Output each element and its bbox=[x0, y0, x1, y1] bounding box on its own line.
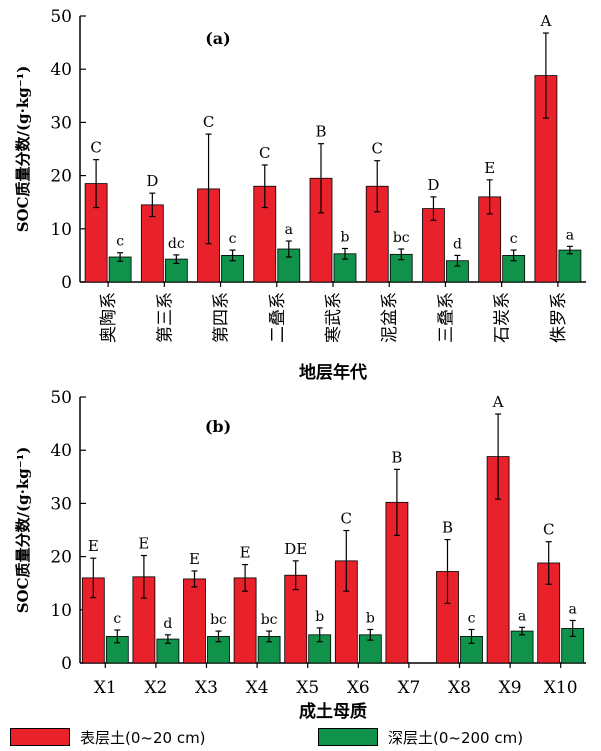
x-tick-label: 泥盆系 bbox=[380, 292, 400, 343]
x-tick-label: X10 bbox=[544, 678, 578, 698]
x-tick-label: X1 bbox=[94, 678, 117, 698]
data-label-deep: bc bbox=[210, 612, 227, 628]
data-label-deep: bc bbox=[393, 230, 410, 246]
data-label-surface: DE bbox=[284, 540, 307, 558]
data-label-deep: c bbox=[468, 610, 476, 626]
x-tick-label: X6 bbox=[347, 678, 370, 698]
x-tick-label: 寒武系 bbox=[324, 292, 344, 343]
data-label-surface: C bbox=[341, 510, 352, 528]
data-label-deep: c bbox=[113, 611, 121, 627]
data-label-surface: C bbox=[203, 113, 214, 131]
x-tick-label: 第三系 bbox=[155, 292, 175, 343]
x-tick-label: X2 bbox=[144, 678, 167, 698]
data-label-deep: b bbox=[341, 229, 350, 245]
y-tick-label: 0 bbox=[61, 273, 72, 293]
data-label-surface: E bbox=[88, 537, 99, 555]
legend-item-surface: 表层土(0~20 cm) bbox=[10, 726, 206, 748]
data-label-surface: E bbox=[138, 535, 149, 553]
legend-label-surface: 表层土(0~20 cm) bbox=[80, 728, 206, 747]
x-axis-label: 成土母质 bbox=[299, 701, 367, 722]
data-label-surface: E bbox=[484, 159, 495, 177]
data-label-surface: E bbox=[240, 544, 251, 562]
y-tick-label: 50 bbox=[50, 7, 72, 27]
x-tick-label: 侏罗系 bbox=[549, 292, 569, 343]
data-label-deep: d bbox=[453, 236, 462, 252]
data-label-surface: C bbox=[259, 144, 270, 162]
legend-swatch-surface bbox=[10, 728, 70, 746]
data-label-deep: b bbox=[315, 609, 324, 625]
chart-panel-2: 0 10 20 30 40 50 SOC质量分数/(g·kg⁻¹) (b) Ec X1 Ed X2 Eb… bbox=[14, 388, 586, 722]
data-label-deep: c bbox=[229, 231, 237, 247]
data-label-deep: c bbox=[116, 234, 124, 250]
data-label-deep: b bbox=[366, 610, 375, 626]
panel-label: (b) bbox=[205, 417, 231, 436]
data-label-surface: E bbox=[189, 550, 200, 568]
bar-deep bbox=[558, 249, 582, 283]
x-tick-label: X9 bbox=[499, 678, 522, 698]
x-tick-label: X4 bbox=[246, 678, 269, 698]
x-tick-label: X7 bbox=[397, 678, 420, 698]
legend-label-deep: 深层土(0~200 cm) bbox=[388, 728, 524, 747]
chart-panel-1: 01020304050SOC质量分数/(g·kg⁻¹)(a)Cc奥陶系Ddc第三… bbox=[14, 7, 586, 383]
y-tick-label: 50 bbox=[50, 388, 72, 408]
y-tick-label: 30 bbox=[50, 494, 72, 514]
y-tick-label: 10 bbox=[50, 220, 72, 240]
legend-item-deep: 深层土(0~200 cm) bbox=[318, 726, 523, 748]
data-label-surface: A bbox=[492, 393, 504, 411]
data-label-deep: c bbox=[510, 231, 518, 247]
data-label-surface: B bbox=[391, 448, 402, 466]
data-label-surface: B bbox=[442, 519, 453, 537]
x-tick-label: 三叠系 bbox=[436, 292, 456, 343]
y-tick-label: 20 bbox=[50, 548, 72, 568]
data-label-surface: C bbox=[371, 140, 382, 158]
legend-swatch-deep bbox=[318, 728, 378, 746]
y-tick-label: 20 bbox=[50, 167, 72, 187]
data-label-surface: B bbox=[315, 123, 326, 141]
panel-label: (a) bbox=[205, 29, 231, 48]
x-tick-label: 第四系 bbox=[212, 292, 232, 343]
data-label-deep: a bbox=[566, 227, 574, 243]
x-tick-label: X5 bbox=[296, 678, 319, 698]
data-label-deep: d bbox=[163, 616, 172, 632]
data-label-surface: D bbox=[146, 172, 158, 190]
data-label-deep: bc bbox=[261, 612, 278, 628]
data-label-deep: a bbox=[569, 601, 577, 617]
x-tick-label: X8 bbox=[448, 678, 471, 698]
data-label-surface: D bbox=[427, 176, 439, 194]
x-tick-label: 二叠系 bbox=[268, 292, 288, 343]
y-tick-label: 40 bbox=[50, 441, 72, 461]
data-label-surface: C bbox=[90, 139, 101, 157]
y-tick-label: 30 bbox=[50, 113, 72, 133]
bar-deep bbox=[510, 630, 534, 664]
data-label-deep: dc bbox=[168, 236, 185, 252]
x-tick-label: 石炭系 bbox=[493, 292, 513, 343]
legend: 表层土(0~20 cm) 深层土(0~200 cm) bbox=[0, 722, 601, 750]
data-label-surface: A bbox=[539, 12, 551, 30]
data-label-surface: C bbox=[543, 521, 554, 539]
x-axis-label: 地层年代 bbox=[299, 362, 367, 383]
y-tick-label: 10 bbox=[50, 601, 72, 621]
x-tick-label: X3 bbox=[195, 678, 218, 698]
y-tick-label: 40 bbox=[50, 60, 72, 80]
y-tick-label: 0 bbox=[61, 654, 72, 674]
y-axis-label: SOC质量分数/(g·kg⁻¹) bbox=[14, 447, 32, 614]
bar-surface bbox=[183, 578, 206, 664]
data-label-deep: a bbox=[518, 608, 526, 624]
x-tick-label: 奥陶系 bbox=[99, 292, 119, 343]
data-label-deep: a bbox=[285, 222, 293, 238]
y-axis-label: SOC质量分数/(g·kg⁻¹) bbox=[14, 66, 32, 233]
